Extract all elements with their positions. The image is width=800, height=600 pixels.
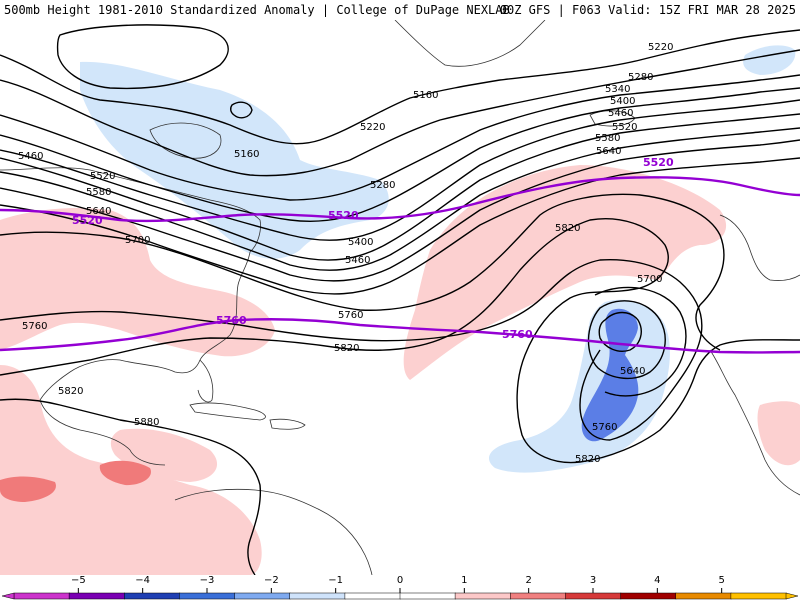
contour-label: 5160 (234, 149, 259, 160)
colorbar-segment (235, 593, 291, 599)
climo-label: 5520 (72, 214, 103, 227)
colorbar-tick-label: 3 (590, 575, 596, 586)
contour-label: 5880 (134, 417, 159, 428)
contour-label: 5220 (360, 122, 385, 133)
colorbar-tick-label: 0 (397, 575, 403, 586)
contour-label: 5820 (58, 386, 83, 397)
colorbar-segment (676, 593, 732, 599)
contour-label: 5640 (620, 366, 645, 377)
coastline-florida (198, 360, 213, 402)
contour-label: 5160 (413, 90, 438, 101)
colorbar-max-arrow (786, 593, 798, 599)
colorbar-tick-label: −4 (135, 575, 150, 586)
climo-label: 5520 (643, 156, 674, 169)
contour-label: 5820 (555, 223, 580, 234)
colorbar-tick-label: 1 (461, 575, 467, 586)
colorbar-segment (731, 593, 787, 599)
colorbar-segment (455, 593, 511, 599)
negative-anomaly-area (743, 45, 795, 75)
colorbar-tick-label: −3 (200, 575, 215, 586)
colorbar: −5 −4 −3 −2 −1 0 1 2 3 4 5 (0, 575, 800, 600)
colorbar-tick-label: 5 (718, 575, 724, 586)
contour-label: 5580 (595, 133, 620, 144)
contour-label: 5460 (608, 108, 633, 119)
map-header: 500mb Height 1981-2010 Standardized Anom… (0, 0, 800, 20)
colorbar-segment (510, 593, 566, 599)
contour-label: 5700 (637, 274, 662, 285)
colorbar-segment (621, 593, 677, 599)
contour-label: 5820 (334, 343, 359, 354)
climo-label: 5760 (216, 314, 247, 327)
map-title: 500mb Height 1981-2010 Standardized Anom… (4, 3, 510, 17)
contour-label: 5520 (612, 122, 637, 133)
model-valid-time: 00Z GFS | F063 Valid: 15Z FRI MAR 28 202… (500, 3, 796, 17)
coastline-cuba (190, 403, 265, 420)
anomaly-shading (0, 45, 800, 575)
positive-anomaly-area (404, 165, 726, 380)
contour-label: 5640 (596, 146, 621, 157)
contour-label: 5760 (338, 310, 363, 321)
colorbar-segment (69, 593, 125, 599)
contour-label: 5400 (610, 96, 635, 107)
contour-label: 5580 (86, 187, 111, 198)
contour-label: 5280 (370, 180, 395, 191)
colorbar-segment (179, 593, 235, 599)
coastline-europe (720, 215, 800, 281)
colorbar-tick-label: 4 (654, 575, 660, 586)
colorbar-segments (2, 593, 798, 599)
contour-label: 5820 (575, 454, 600, 465)
negative-anomaly-area (489, 300, 670, 473)
climo-label: 5520 (328, 209, 359, 222)
map-panel: 5160 5160 5220 5220 5280 5280 5340 5400 … (0, 20, 800, 575)
colorbar-segment (290, 593, 346, 599)
colorbar-tick-marks (78, 588, 721, 593)
climo-label: 5760 (502, 328, 533, 341)
contour-label: 5400 (348, 237, 373, 248)
coastline-greenland (395, 20, 545, 66)
colorbar-tick-label: −2 (264, 575, 279, 586)
colorbar-tick-label: 2 (525, 575, 531, 586)
contour-label: 5220 (648, 42, 673, 53)
colorbar-segment (400, 593, 456, 599)
contour-label: 5520 (90, 171, 115, 182)
coastline-hispaniola (270, 419, 305, 429)
colorbar-segment (565, 593, 621, 599)
colorbar-tick-label: −1 (328, 575, 343, 586)
contour-label: 5280 (628, 72, 653, 83)
colorbar-tick-label: −5 (71, 575, 86, 586)
contour-label: 5760 (592, 422, 617, 433)
contour-label: 5700 (125, 235, 150, 246)
colorbar-segment (124, 593, 180, 599)
contour-label: 5760 (22, 321, 47, 332)
colorbar-segment (14, 593, 70, 599)
positive-anomaly-area (758, 401, 800, 465)
contour-label: 5460 (345, 255, 370, 266)
colorbar-segment (345, 593, 401, 599)
colorbar-min-arrow (2, 593, 14, 599)
contour-label: 5460 (18, 151, 43, 162)
contour-label: 5340 (605, 84, 630, 95)
